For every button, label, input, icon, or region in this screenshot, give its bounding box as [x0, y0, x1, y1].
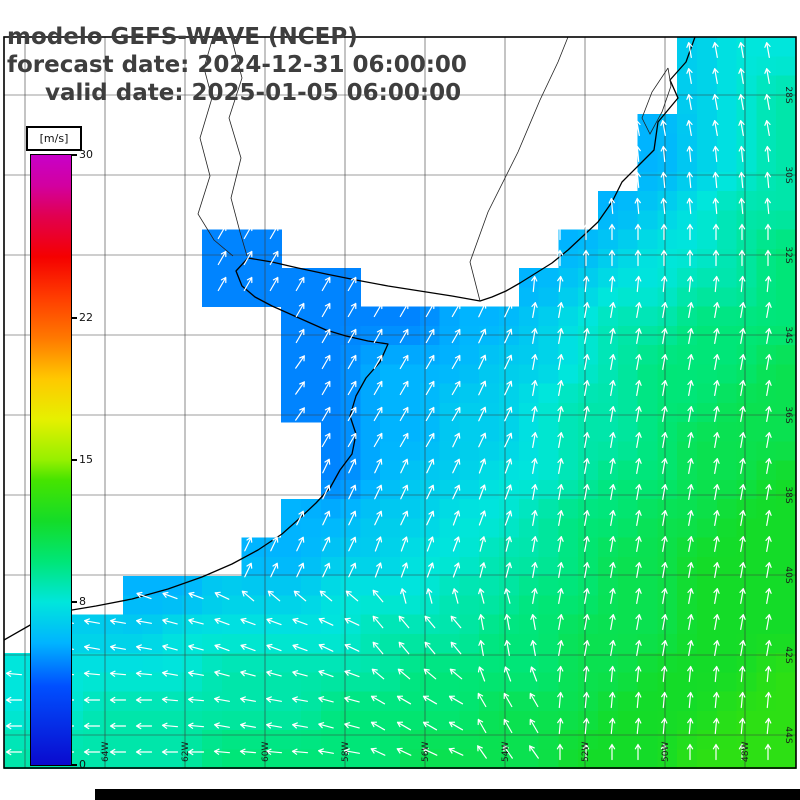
colorbar-tick-label: 30 [79, 148, 93, 161]
valid-date-line: valid date: 2025-01-05 06:00:00 [45, 80, 462, 106]
svg-text:58W: 58W [341, 742, 351, 762]
svg-text:28S: 28S [783, 86, 793, 103]
title-block: modelo GEFS-WAVE (NCEP) forecast date: 2… [7, 23, 467, 107]
colorbar-tick-label: 0 [79, 758, 86, 771]
svg-text:30S: 30S [783, 166, 793, 183]
colorbar-tick-label: 8 [79, 595, 86, 609]
colorbar-tick-label: 15 [79, 453, 93, 466]
wave-field-layer [4, 37, 797, 770]
model-title: modelo GEFS-WAVE (NCEP) [7, 24, 358, 50]
svg-text:54W: 54W [501, 742, 511, 762]
svg-text:56W: 56W [421, 742, 431, 762]
svg-text:52W: 52W [581, 742, 591, 762]
svg-text:38S: 38S [783, 486, 793, 503]
svg-text:40S: 40S [783, 566, 793, 583]
colorbar-gradient [30, 154, 72, 766]
wind-arrow-layer [5, 42, 772, 761]
graticule-labels: 28S 30S 32S 34S 36S 38S 40S 42S 44S 64W 62W 60W 58W 5… [101, 86, 793, 762]
svg-text:32S: 32S [783, 246, 793, 263]
svg-text:36S: 36S [783, 406, 793, 423]
colorbar: [m/s] 30 22 15 8 0 [26, 126, 136, 786]
coastline-layer [3, 36, 696, 641]
svg-text:64W: 64W [101, 742, 111, 762]
svg-text:62W: 62W [181, 742, 191, 762]
forecast-date-line: forecast date: 2024-12-31 06:00:00 [7, 52, 467, 78]
svg-text:42S: 42S [783, 646, 793, 663]
svg-text:48W: 48W [741, 742, 751, 762]
river-border-layer [197, 36, 672, 302]
svg-text:50W: 50W [661, 742, 671, 762]
svg-text:34S: 34S [783, 326, 793, 343]
svg-text:60W: 60W [261, 742, 271, 762]
bottom-black-bar [95, 789, 800, 800]
colorbar-unit-label: [m/s] [26, 126, 82, 151]
map-frame [3, 36, 797, 769]
graticule-layer [4, 37, 796, 768]
svg-text:44S: 44S [783, 726, 793, 743]
colorbar-tick-label: 22 [79, 310, 93, 324]
